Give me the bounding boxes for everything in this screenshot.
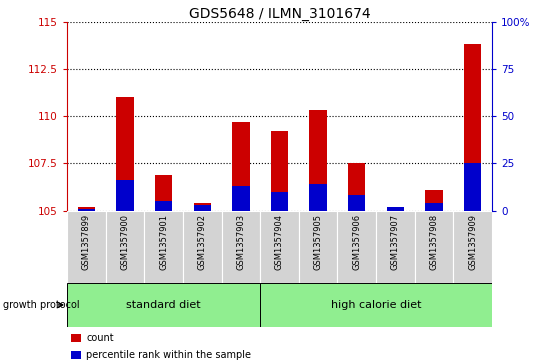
Bar (232, 186, 249, 211)
Title: GDS5648 / ILMN_3101674: GDS5648 / ILMN_3101674 (189, 7, 370, 21)
Bar (425, 190, 443, 211)
Bar (338, 211, 376, 283)
Text: count: count (86, 334, 114, 343)
Bar (464, 44, 481, 211)
Text: GSM1357909: GSM1357909 (468, 214, 477, 270)
Bar (78, 207, 95, 211)
Bar (260, 211, 299, 283)
Bar (67, 211, 106, 283)
Bar (72, 351, 80, 359)
Bar (271, 192, 288, 211)
Bar (464, 163, 481, 211)
Bar (232, 122, 249, 211)
Bar (260, 283, 492, 327)
Bar (299, 211, 338, 283)
Text: GSM1357906: GSM1357906 (352, 214, 361, 270)
Bar (78, 209, 95, 211)
Bar (67, 283, 260, 327)
Bar (116, 180, 134, 211)
Text: standard diet: standard diet (126, 300, 201, 310)
Text: GSM1357903: GSM1357903 (236, 214, 245, 270)
Bar (106, 211, 144, 283)
Bar (193, 203, 211, 211)
Text: percentile rank within the sample: percentile rank within the sample (86, 350, 251, 360)
Bar (155, 175, 172, 211)
Bar (155, 201, 172, 211)
Bar (415, 211, 453, 283)
Bar (387, 207, 404, 211)
Bar (376, 211, 415, 283)
Text: GSM1357901: GSM1357901 (159, 214, 168, 270)
Text: GSM1357904: GSM1357904 (275, 214, 284, 270)
Text: GSM1357899: GSM1357899 (82, 214, 91, 270)
Bar (387, 207, 404, 211)
Text: high calorie diet: high calorie diet (331, 300, 421, 310)
Bar (310, 184, 327, 211)
Text: GSM1357908: GSM1357908 (429, 214, 438, 270)
Bar (116, 97, 134, 211)
Text: growth protocol: growth protocol (3, 300, 79, 310)
Bar (310, 110, 327, 211)
Bar (144, 211, 183, 283)
Text: GSM1357902: GSM1357902 (198, 214, 207, 270)
Bar (271, 131, 288, 211)
Bar (348, 163, 366, 211)
Bar (348, 195, 366, 211)
Bar (453, 211, 492, 283)
Bar (425, 203, 443, 211)
Text: GSM1357907: GSM1357907 (391, 214, 400, 270)
Text: GSM1357900: GSM1357900 (121, 214, 130, 270)
Text: GSM1357905: GSM1357905 (314, 214, 323, 270)
Bar (221, 211, 260, 283)
Bar (193, 205, 211, 211)
Bar (183, 211, 221, 283)
Bar (72, 334, 80, 342)
